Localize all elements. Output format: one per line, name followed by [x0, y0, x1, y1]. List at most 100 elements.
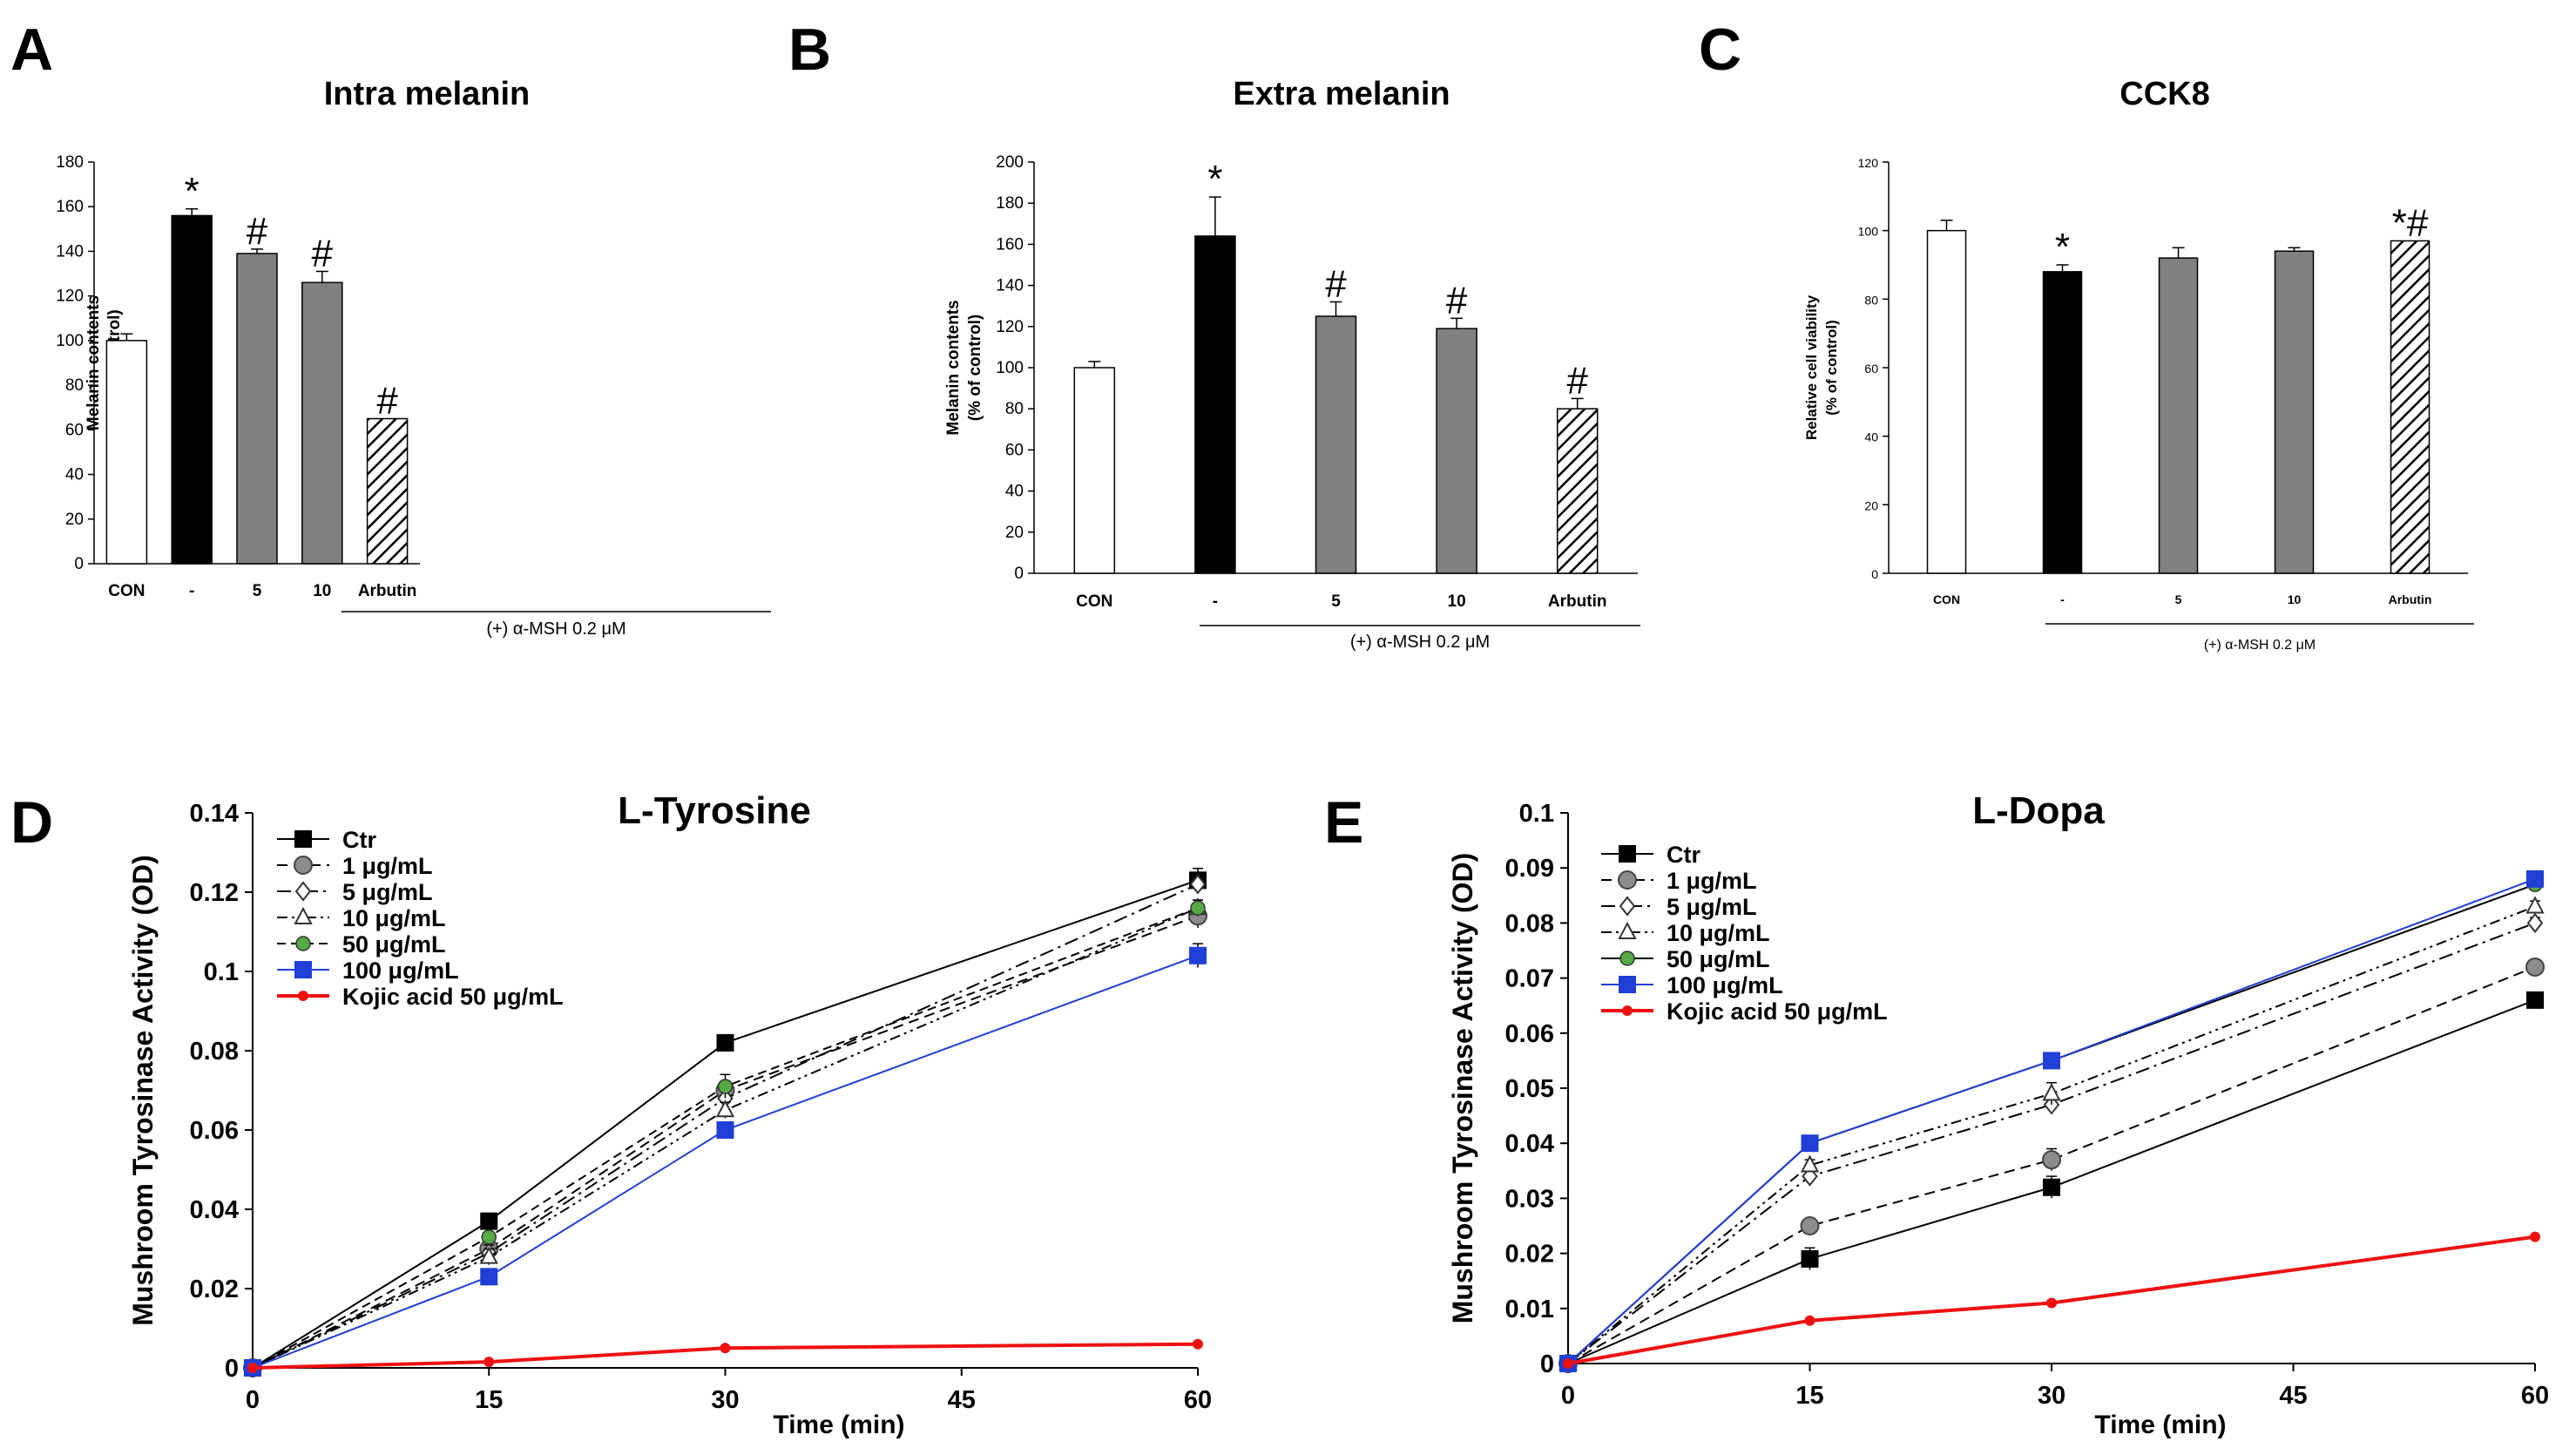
legend-marker — [298, 991, 308, 1001]
series-50-g-ml-point — [1190, 900, 1206, 916]
series-kojic-acid-50-g-ml-point — [247, 1363, 258, 1373]
y-tick-label: 160 — [56, 198, 84, 216]
series-10-g-ml-point — [715, 1100, 735, 1118]
legend-marker — [1618, 870, 1637, 890]
series-50-g-ml-line — [252, 907, 1199, 1369]
legend-marker — [295, 936, 311, 951]
group-label: (+) α-MSH 0.2 μM — [486, 619, 625, 639]
panel-letter-a: A — [10, 17, 53, 83]
series-5-g-ml-point — [2526, 912, 2544, 934]
legend-label: 50 μg/mL — [342, 931, 446, 958]
y-tick-label: 0.06 — [1505, 1020, 1554, 1048]
series-ctr-point — [716, 1033, 734, 1052]
legend-marker — [1618, 921, 1637, 939]
y-axis-label: (% of control) — [966, 315, 984, 421]
bar- — [171, 214, 213, 565]
legend-marker — [1619, 896, 1636, 917]
series-1-g-ml-point — [2042, 1150, 2061, 1170]
series-50-g-ml-point — [717, 1079, 734, 1094]
y-tick-label: 40 — [65, 466, 84, 484]
legend-label: Ctr — [342, 827, 376, 853]
y-tick-label: 0 — [1540, 1350, 1554, 1378]
series-kojic-acid-50-g-ml-line — [252, 1342, 1199, 1370]
y-tick-label: 80 — [1864, 293, 1878, 307]
legend-label: Kojic acid 50 μg/mL — [1667, 998, 1888, 1025]
series-10-g-ml-line — [252, 907, 1199, 1369]
legend-label: 1 μg/mL — [1667, 868, 1757, 894]
legend-marker — [294, 830, 312, 848]
legend-label: 1 μg/mL — [342, 853, 433, 879]
legend-marker — [1619, 951, 1635, 966]
significance-mark: # — [376, 380, 398, 423]
significance-mark: # — [247, 210, 268, 253]
series-100-g-ml-line — [1567, 877, 2536, 1364]
bar-con — [1073, 367, 1116, 574]
legend-marker — [1619, 845, 1636, 863]
group-label: (+) α-MSH 0.2 μM — [1350, 633, 1490, 652]
y-tick-label: 100 — [996, 359, 1024, 377]
bar-10 — [1436, 328, 1477, 574]
x-category-label: - — [189, 582, 194, 600]
x-tick-label: 15 — [475, 1386, 503, 1414]
x-category-label: CON — [108, 582, 145, 600]
series-5-g-ml-line — [252, 883, 1199, 1369]
y-tick-label: 20 — [65, 511, 84, 529]
x-tick-label: 60 — [1184, 1386, 1212, 1414]
bar-arbutin — [366, 417, 409, 565]
bar-con — [1926, 229, 1967, 574]
significance-mark: *# — [2392, 201, 2429, 244]
series-kojic-acid-50-g-ml-point — [1193, 1338, 1203, 1350]
y-tick-label: 0.03 — [1505, 1185, 1554, 1213]
x-category-label: 5 — [1331, 592, 1341, 611]
chart-title: Extra melanin — [1233, 76, 1450, 112]
y-tick-label: 60 — [1864, 362, 1878, 376]
y-axis-label: Relative cell viability — [1803, 294, 1820, 440]
y-tick-label: 0.09 — [1505, 855, 1554, 883]
series-kojic-acid-50-g-ml-point — [720, 1343, 731, 1354]
y-tick-label: 20 — [1005, 524, 1024, 542]
bar- — [1194, 235, 1236, 574]
panel-d-line-chart: L-Tyrosine 0 0.02 0.04 0.06 0.08 0.1 0.12 0.14 0 1… — [127, 789, 1212, 1439]
y-tick-label: 0.1 — [204, 958, 239, 986]
chart-title: CCK8 — [2120, 76, 2209, 112]
series-100-g-ml-point — [1801, 1134, 1819, 1153]
panel-letter-d: D — [10, 789, 53, 856]
significance-mark: * — [1207, 158, 1222, 200]
bar-10 — [2274, 250, 2315, 574]
y-tick-label: 0.01 — [1505, 1296, 1554, 1323]
panel-letter-c: C — [1699, 17, 1741, 83]
series-100-g-ml-point — [2526, 870, 2544, 888]
y-tick-label: 0.04 — [1505, 1130, 1554, 1158]
x-axis-label: Time (min) — [2094, 1411, 2226, 1439]
legend-marker — [1622, 1005, 1633, 1016]
y-axis-label: Mushroom Tyrosinase Activity (OD) — [1447, 853, 1478, 1324]
series-1-g-ml-line — [252, 915, 1199, 1369]
y-tick-label: 0.02 — [190, 1276, 239, 1303]
legend-label: 5 μg/mL — [342, 879, 433, 905]
y-tick-label: 200 — [996, 153, 1024, 172]
y-tick-label: 140 — [996, 277, 1024, 295]
x-tick-label: 0 — [1561, 1382, 1575, 1410]
series-100-g-ml-point — [716, 1121, 734, 1139]
legend-label: Ctr — [1667, 842, 1700, 868]
series-kojic-acid-50-g-ml-point — [2046, 1297, 2057, 1309]
x-category-label: CON — [1933, 592, 1960, 606]
series-1-g-ml-line — [1567, 966, 2536, 1364]
series-100-g-ml-point — [1189, 946, 1207, 964]
bar-5 — [236, 253, 278, 565]
series-10-g-ml-point — [1800, 1154, 1820, 1173]
panel-c-bar-chart: CCK8 0 20 40 60 80 100 120 Relative cell viabili… — [1803, 76, 2474, 653]
x-category-label: Arbutin — [1548, 592, 1607, 611]
significance-mark: # — [1446, 279, 1468, 321]
series-10-g-ml-point — [2042, 1083, 2061, 1101]
legend-marker — [294, 906, 313, 924]
legend-label: 100 μg/mL — [342, 958, 459, 984]
x-axis-label: Time (min) — [773, 1411, 904, 1439]
y-axis-label: Melanin contents — [85, 295, 103, 430]
chart-title: Intra melanin — [324, 76, 531, 112]
series-kojic-acid-50-g-ml-point — [2530, 1231, 2540, 1242]
y-tick-label: 120 — [56, 288, 84, 306]
x-tick-label: 15 — [1795, 1382, 1823, 1410]
legend-label: 10 μg/mL — [342, 905, 446, 931]
series-5-g-ml-line — [1567, 922, 2536, 1364]
